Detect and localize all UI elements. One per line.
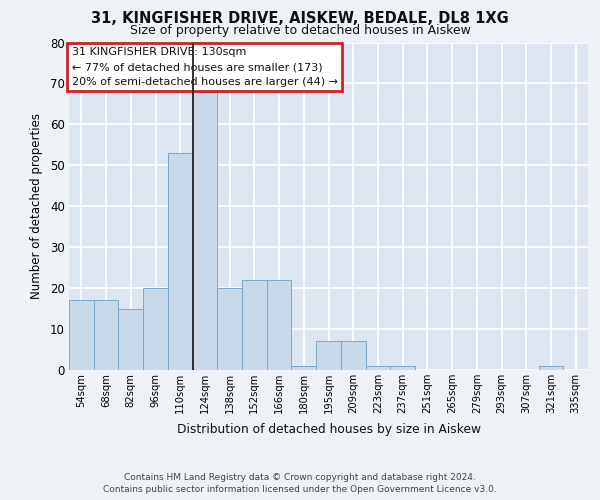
Bar [292, 366, 316, 370]
Bar [168, 153, 193, 370]
Text: Size of property relative to detached houses in Aiskew: Size of property relative to detached ho… [130, 24, 470, 37]
Bar [118, 308, 143, 370]
Bar [193, 92, 217, 370]
Text: Contains HM Land Registry data © Crown copyright and database right 2024.
Contai: Contains HM Land Registry data © Crown c… [103, 472, 497, 494]
Bar [94, 300, 118, 370]
Bar [341, 342, 365, 370]
Bar [539, 366, 563, 370]
Bar [365, 366, 390, 370]
Y-axis label: Number of detached properties: Number of detached properties [30, 114, 43, 299]
Text: 31 KINGFISHER DRIVE: 130sqm
← 77% of detached houses are smaller (173)
20% of se: 31 KINGFISHER DRIVE: 130sqm ← 77% of det… [71, 48, 338, 87]
Bar [217, 288, 242, 370]
Bar [267, 280, 292, 370]
Bar [316, 342, 341, 370]
Text: Distribution of detached houses by size in Aiskew: Distribution of detached houses by size … [177, 422, 481, 436]
Bar [242, 280, 267, 370]
Bar [69, 300, 94, 370]
Bar [143, 288, 168, 370]
Text: 31, KINGFISHER DRIVE, AISKEW, BEDALE, DL8 1XG: 31, KINGFISHER DRIVE, AISKEW, BEDALE, DL… [91, 11, 509, 26]
Bar [390, 366, 415, 370]
